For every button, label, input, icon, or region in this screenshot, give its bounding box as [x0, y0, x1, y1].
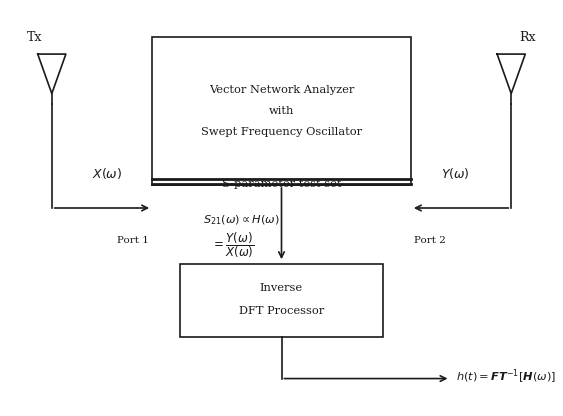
- Text: Port 2: Port 2: [414, 236, 446, 245]
- Polygon shape: [38, 54, 66, 94]
- Text: $= \dfrac{Y(\omega)}{X(\omega)}$: $= \dfrac{Y(\omega)}{X(\omega)}$: [211, 230, 254, 260]
- Text: Port 1: Port 1: [117, 236, 149, 245]
- Text: Rx: Rx: [520, 31, 536, 44]
- Bar: [180, 264, 383, 337]
- Text: Swept Frequency Oscillator: Swept Frequency Oscillator: [201, 127, 362, 137]
- Text: with: with: [269, 106, 294, 116]
- Text: $Y(\omega)$: $Y(\omega)$: [441, 166, 470, 181]
- Text: S-parameter test set: S-parameter test set: [222, 179, 341, 190]
- Polygon shape: [497, 54, 525, 94]
- Text: Inverse: Inverse: [260, 283, 303, 293]
- Bar: [152, 37, 411, 185]
- Text: Vector Network Analyzer: Vector Network Analyzer: [209, 85, 354, 95]
- Text: DFT Processor: DFT Processor: [239, 306, 324, 316]
- Text: $X(\omega)$: $X(\omega)$: [92, 166, 123, 181]
- Text: $S_{21}(\omega) \propto H(\omega)$: $S_{21}(\omega) \propto H(\omega)$: [203, 214, 279, 227]
- Text: Tx: Tx: [26, 31, 42, 44]
- Text: $h(t) = \boldsymbol{F}\boldsymbol{T}^{-1}[\boldsymbol{H}(\omega)]$: $h(t) = \boldsymbol{F}\boldsymbol{T}^{-1…: [456, 367, 556, 386]
